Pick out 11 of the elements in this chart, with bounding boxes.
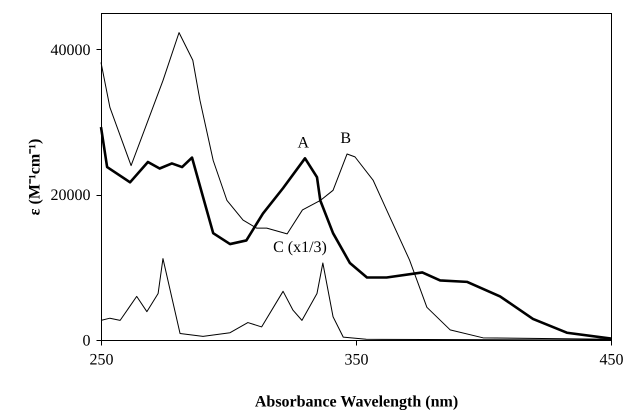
annotation: C (x1/3) [273,238,327,256]
x-tick-label: 350 [344,352,368,368]
y-tick-label: 0 [82,332,90,350]
x-tick-label: 450 [600,352,624,368]
y-axis-title: ε (M⁻¹cm⁻¹) [26,138,44,216]
x-tick-label: 250 [90,352,114,368]
annotation: A [297,134,310,152]
y-tick-label: 20000 [50,187,90,204]
y-tick-label: 40000 [50,42,90,59]
annotation: B [340,130,352,147]
x-axis-title: Absorbance Wavelength (nm) [254,394,458,410]
